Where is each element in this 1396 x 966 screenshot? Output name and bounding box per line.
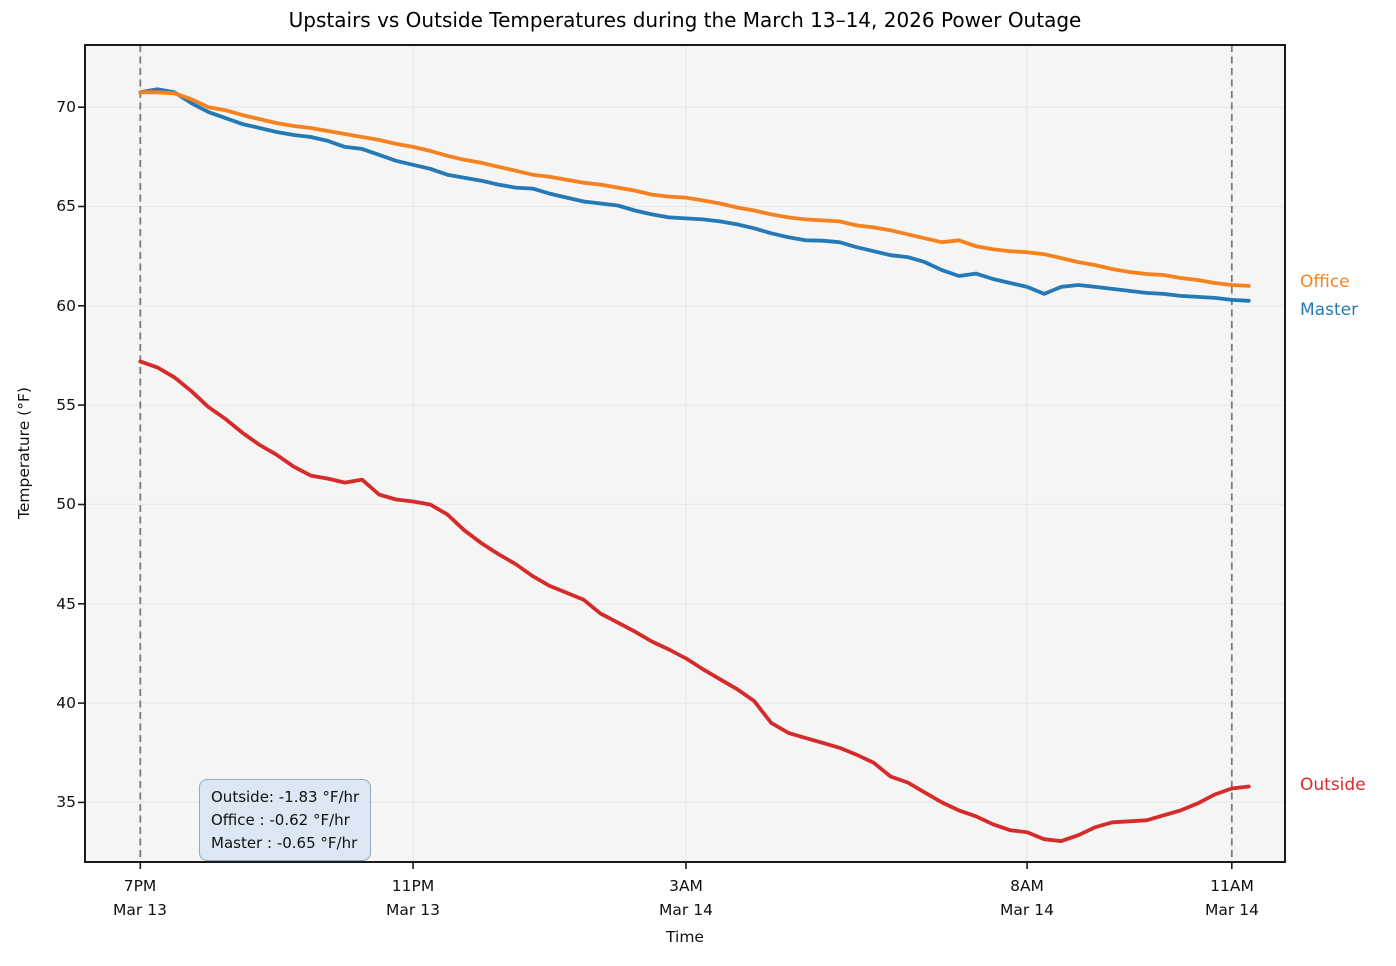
gridlines <box>85 45 1285 862</box>
x-tick-date: Mar 13 <box>113 901 167 919</box>
x-tick-label-3am: 3AM Mar 14 <box>626 874 746 922</box>
x-tick-time: 8AM <box>1010 877 1044 895</box>
annotation-line-office: Office : -0.62 °F/hr <box>211 810 350 829</box>
plot-area <box>85 45 1285 862</box>
office-line <box>138 90 1251 288</box>
series-label-office: Office <box>1300 272 1350 292</box>
outside-line <box>138 359 1251 843</box>
chart-title: Upstairs vs Outside Temperatures during … <box>288 8 1082 32</box>
x-tick-time: 7PM <box>123 877 157 895</box>
y-tick-label-65: 65 <box>56 197 76 215</box>
cooling-rate-annotation: Outside: -1.83 °F/hr Office : -0.62 °F/h… <box>199 779 372 862</box>
series-label-master: Master <box>1300 300 1359 320</box>
x-tick-label-8am: 8AM Mar 14 <box>967 874 1087 922</box>
y-tick-label-50: 50 <box>56 495 76 513</box>
x-tick-label-11pm: 11PM Mar 13 <box>353 874 473 922</box>
master-line <box>138 87 1251 303</box>
x-tick-label-11am: 11AM Mar 14 <box>1172 874 1292 922</box>
y-tick-label-40: 40 <box>56 694 76 712</box>
y-tick-label-35: 35 <box>56 793 76 811</box>
outage-marker-lines <box>139 45 1233 862</box>
temperature-series-lines <box>138 87 1251 843</box>
x-tick-date: Mar 14 <box>659 901 713 919</box>
x-tick-date: Mar 14 <box>1000 901 1054 919</box>
y-tick-label-70: 70 <box>56 98 76 116</box>
x-tick-time: 3AM <box>669 877 703 895</box>
x-tick-date: Mar 13 <box>386 901 440 919</box>
y-axis-label: Temperature (°F) <box>15 387 33 519</box>
annotation-line-outside: Outside: -1.83 °F/hr <box>211 788 360 806</box>
x-tick-time: 11PM <box>391 877 435 895</box>
y-tick-label-60: 60 <box>56 297 76 315</box>
series-label-outside: Outside <box>1300 775 1366 795</box>
x-tick-label-7pm: 7PM Mar 13 <box>80 874 200 922</box>
y-tick-label-45: 45 <box>56 595 76 613</box>
axes-spines <box>84 44 1286 863</box>
y-tick-label-55: 55 <box>56 396 76 414</box>
axis-tick-marks <box>78 106 1233 869</box>
x-tick-date: Mar 14 <box>1205 901 1259 919</box>
annotation-line-master: Master : -0.65 °F/hr <box>211 833 358 852</box>
x-axis-label: Time <box>666 928 704 946</box>
x-tick-time: 11AM <box>1210 877 1254 895</box>
